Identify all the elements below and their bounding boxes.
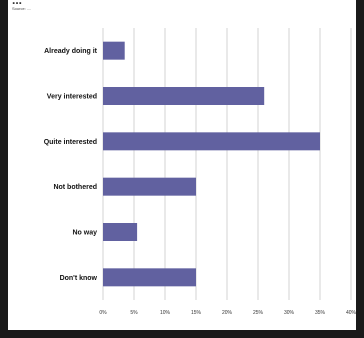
bar [103,177,196,196]
x-tick-label: 40% [346,310,356,316]
x-tick-label: 20% [222,310,233,316]
bar [103,41,125,60]
category-label: Quite interested [44,139,97,146]
grid-lines [102,28,352,300]
x-tick-label: 15% [191,310,202,316]
bar-chart: Already doing it Very interested Quite int… [44,28,356,316]
x-tick-label: 35% [315,310,326,316]
category-label: Already doing it [44,48,98,55]
category-labels: Already doing it Very interested Quite int… [44,48,98,282]
bar [103,268,196,287]
chart-source: Source: .... [12,6,32,11]
x-tick-label: 25% [253,310,264,316]
x-tick-label: 5% [130,310,138,316]
category-label: No way [72,230,97,237]
category-label: Very interested [47,94,97,101]
tick-labels: 0% 5% 10% 15% 20% 25% 30% 35% 40% [99,310,356,316]
chart-title: ... [12,0,23,7]
bar [103,132,320,151]
x-tick-label: 30% [284,310,295,316]
bar [103,223,138,241]
category-label: Don't know [60,275,98,282]
chart-panel: ... Source: .... Already doing it Very in… [8,0,356,330]
bars [103,41,320,287]
x-tick-label: 10% [160,310,171,316]
category-label: Not bothered [53,184,97,191]
x-tick-label: 0% [99,310,107,316]
bar [103,87,265,105]
